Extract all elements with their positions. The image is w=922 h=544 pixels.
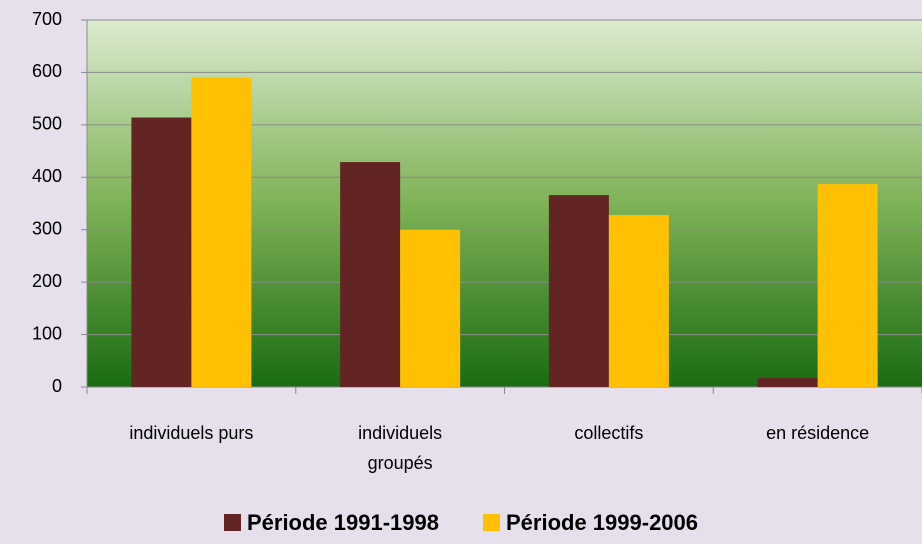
y-tick-label: 500 (32, 114, 62, 134)
legend-item: Période 1991-1998 (223, 510, 439, 536)
bar (608, 215, 669, 387)
legend-label: Période 1999-2006 (506, 510, 699, 535)
y-tick-label: 700 (32, 9, 62, 29)
y-tick-label: 300 (32, 218, 62, 238)
legend-swatch (223, 514, 241, 531)
y-tick-label: 100 (32, 323, 62, 343)
y-tick-label: 400 (32, 166, 62, 186)
bar (400, 229, 461, 387)
bar (131, 117, 192, 387)
legend-item: Période 1999-2006 (483, 510, 698, 536)
x-tick-label: collectifs (574, 423, 644, 443)
x-tick-label: en résidence (766, 423, 870, 443)
x-tick-label: individuels groupés (358, 423, 443, 473)
x-tick-label: individuels purs (129, 423, 254, 443)
bar (817, 184, 878, 387)
bar (548, 195, 609, 387)
y-tick-label: 600 (32, 61, 62, 81)
bar (191, 77, 252, 388)
bar (340, 162, 401, 387)
legend-label: Période 1991-1998 (246, 510, 439, 535)
legend: Période 1991-1998 Période 1999-2006 (0, 510, 922, 536)
legend-swatch (483, 514, 500, 531)
bar (757, 378, 818, 387)
y-tick-label: 0 (52, 376, 62, 396)
y-tick-label: 200 (32, 271, 62, 291)
